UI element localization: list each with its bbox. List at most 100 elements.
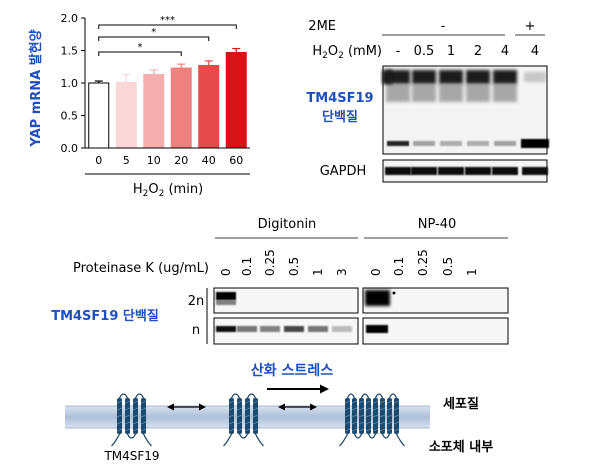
- lysosome-label: 소포체 내부: [429, 439, 493, 455]
- blot1-bands: [382, 70, 549, 148]
- helix-stripe: [358, 407, 365, 411]
- helix-stripe: [372, 421, 379, 425]
- band-n: [284, 326, 304, 332]
- x-tick-label: 10: [147, 154, 161, 167]
- helix-stripe: [116, 428, 123, 432]
- helix-stripe: [365, 421, 372, 425]
- band-top: [466, 70, 490, 84]
- band-top-faint: [524, 72, 546, 82]
- smear: [412, 84, 436, 102]
- smear: [493, 84, 517, 102]
- loop: [118, 393, 129, 399]
- gapdh-band: [492, 167, 518, 175]
- helix-stripe: [252, 428, 259, 432]
- y-tick-label: 2.0: [61, 12, 79, 25]
- loop: [360, 393, 370, 399]
- blot2-bands: [216, 290, 396, 333]
- helix-stripe: [344, 421, 351, 425]
- band-bottom-strong: [521, 139, 549, 148]
- stress-arrow: [267, 384, 329, 394]
- bar-40: [198, 64, 220, 149]
- row-2n-label: 2n: [188, 294, 205, 309]
- blot1-lane-labels: -0.5 1 2 4 4: [396, 44, 539, 59]
- conc-label: 0: [369, 268, 383, 276]
- conc-label: 1: [465, 268, 479, 276]
- membrane-schematic: 산화 스트레스 세포질 소포체 내부 TM4SF19: [65, 362, 493, 463]
- bar-10: [143, 74, 165, 149]
- helix-stripe: [236, 400, 243, 404]
- 2me-minus: -: [441, 19, 446, 34]
- helix-stripe: [244, 407, 251, 411]
- helix-stripe: [252, 414, 259, 418]
- helix-stripe: [358, 414, 365, 418]
- lane-label: -: [396, 44, 401, 59]
- conc-label: 0: [219, 268, 233, 276]
- helix-stripe: [124, 400, 131, 404]
- helix-stripe: [244, 421, 251, 425]
- helix-stripe: [140, 407, 147, 411]
- helix-stripe: [386, 421, 393, 425]
- tail: [223, 433, 233, 447]
- conc-label: 0.1: [392, 257, 406, 276]
- loop: [374, 393, 384, 399]
- helix-stripe: [393, 421, 400, 425]
- helix-stripe: [236, 414, 243, 418]
- blot1-main-membrane: [382, 65, 548, 155]
- gapdh-band: [411, 167, 437, 175]
- cytoplasm-label: 세포질: [443, 397, 479, 412]
- helix-stripe: [344, 428, 351, 432]
- y-tick-label: 1.0: [61, 77, 79, 90]
- blot-speck: [392, 291, 396, 295]
- y-axis: 0.0 0.5 1.0 1.5 2.0: [61, 12, 86, 155]
- gapdh-band: [465, 167, 491, 175]
- band-top: [493, 70, 517, 84]
- smear: [386, 84, 410, 102]
- helix-stripe: [393, 407, 400, 411]
- double-arrow-2: [278, 403, 317, 411]
- conc-label: 3: [335, 268, 349, 276]
- helix-stripe: [365, 428, 372, 432]
- lane-label: 4: [531, 44, 539, 59]
- helix-stripe: [140, 421, 147, 425]
- western-blot-proteinase-k: Digitonin NP-40 Proteinase K (ug/mL) 0 0.…: [51, 217, 509, 345]
- helix-stripe: [132, 400, 139, 404]
- band-n: [237, 326, 257, 332]
- tail: [395, 433, 405, 447]
- loop: [388, 393, 398, 399]
- helix-stripe: [344, 400, 351, 404]
- helix-stripe: [344, 414, 351, 418]
- 2me-plus: +: [525, 19, 536, 34]
- helix-stripe: [244, 428, 251, 432]
- band-bottom: [467, 141, 489, 146]
- blot2-digitonin-2n: [213, 287, 359, 314]
- helix-stripe: [393, 400, 400, 404]
- tm4sf19-label-1: TM4SF19: [306, 91, 373, 106]
- conc-label: 0.25: [263, 249, 277, 276]
- bars: [88, 47, 247, 149]
- band-n: [308, 326, 328, 332]
- helix-stripe: [372, 414, 379, 418]
- loop: [230, 393, 241, 399]
- bar-chart: YAP mRNA 발현양 0.00.51.01.52.0 ***** 0 5 10 2…: [28, 12, 250, 199]
- tm4sf19-label-2: 단백질: [322, 109, 358, 125]
- bar-20: [170, 67, 192, 149]
- helix-stripe: [252, 421, 259, 425]
- helix-stripe: [386, 414, 393, 418]
- tm4sf19-helices: [111, 393, 405, 447]
- x-axis-label: H2O2 (min): [133, 182, 203, 199]
- helix-stripe: [365, 407, 372, 411]
- significance-brackets: *****: [98, 15, 237, 56]
- helix-stripe: [372, 400, 379, 404]
- helix-stripe: [379, 414, 386, 418]
- band-n: [366, 325, 388, 333]
- significance-label: *: [138, 42, 143, 53]
- helix-stripe: [358, 400, 365, 404]
- helix-stripe: [379, 428, 386, 432]
- conc-label: 1: [311, 268, 325, 276]
- conc-label: 0.5: [441, 257, 455, 276]
- blot2-lane-labels: 0 0.1 0.25 0.5 1 3 0 0.1 0.25 0.5 1: [219, 249, 479, 276]
- helix-stripe: [228, 421, 235, 425]
- band-n: [260, 326, 280, 332]
- conc-label: 0.5: [287, 257, 301, 276]
